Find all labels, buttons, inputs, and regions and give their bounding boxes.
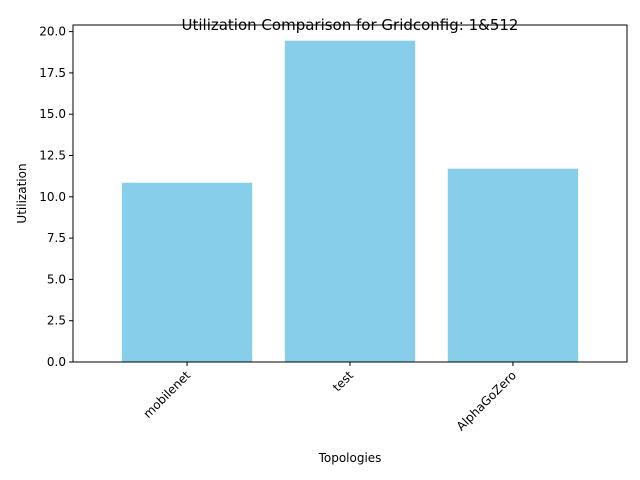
bar-test (284, 40, 416, 362)
bars-group (121, 40, 579, 362)
x-axis-ticks: mobilenet test AlphaGoZero (141, 362, 519, 434)
x-tick-label: mobilenet (141, 368, 194, 421)
y-tick-label: 5.0 (47, 272, 66, 286)
y-tick-label: 7.5 (47, 231, 66, 245)
y-tick-label: 0.0 (47, 355, 66, 369)
bar-alphagozero (447, 168, 579, 362)
y-tick-label: 10.0 (39, 190, 66, 204)
y-tick-label: 17.5 (39, 66, 66, 80)
y-tick-label: 12.5 (39, 149, 66, 163)
bar-mobilenet (121, 182, 253, 362)
y-axis-ticks: 0.0 2.5 5.0 7.5 10.0 12.5 15.0 17.5 20.0 (39, 25, 73, 369)
plot-frame (72, 24, 628, 363)
y-tick-label: 2.5 (47, 314, 66, 328)
y-tick-label: 20.0 (39, 25, 66, 39)
x-tick-label: test (330, 368, 356, 394)
y-tick-label: 15.0 (39, 107, 66, 121)
x-tick-label: AlphaGoZero (454, 368, 519, 433)
y-axis-label: Utilization (15, 163, 29, 223)
x-axis-label: Topologies (318, 451, 382, 465)
